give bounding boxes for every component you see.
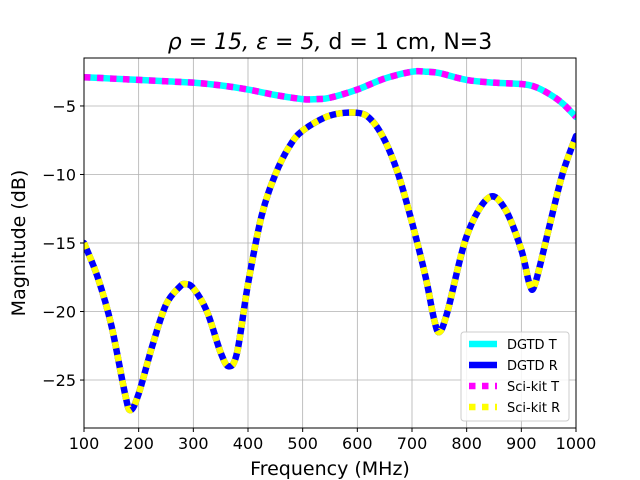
chart-title: ρ = 15, ε = 5, d = 1 cm, N=3 bbox=[168, 30, 492, 55]
legend-label-sci-kit-r: Sci-kit R bbox=[507, 401, 560, 416]
x-tick-label: 1000 bbox=[556, 434, 597, 453]
plot-area bbox=[84, 67, 576, 414]
y-tick-label: −10 bbox=[42, 165, 76, 184]
y-tick-label: −20 bbox=[42, 303, 76, 322]
series-line-sci-kit-r bbox=[84, 109, 576, 414]
legend-label-dgtd-t: DGTD T bbox=[507, 338, 557, 353]
x-tick-label: 800 bbox=[451, 434, 482, 453]
y-axis-label: Magnitude (dB) bbox=[8, 170, 30, 317]
x-tick-label: 600 bbox=[342, 434, 373, 453]
x-axis: 100 200 300 400 500 600 700 800 900 1000 bbox=[69, 428, 597, 453]
legend-label-dgtd-r: DGTD R bbox=[507, 359, 558, 374]
x-tick-label: 400 bbox=[233, 434, 264, 453]
x-tick-label: 900 bbox=[506, 434, 537, 453]
x-tick-label: 100 bbox=[69, 434, 100, 453]
legend-box bbox=[460, 331, 570, 422]
x-axis-label: Frequency (MHz) bbox=[250, 458, 410, 480]
legend-label-sci-kit-t: Sci-kit T bbox=[507, 380, 559, 395]
x-tick-label: 300 bbox=[178, 434, 209, 453]
y-tick-label: −15 bbox=[42, 234, 76, 253]
y-tick-label: −25 bbox=[42, 371, 76, 390]
x-tick-label: 700 bbox=[397, 434, 428, 453]
legend: DGTD T DGTD R Sci-kit T Sci-kit R bbox=[460, 331, 570, 422]
series-line-sci-kit-t bbox=[84, 67, 576, 120]
x-tick-label: 500 bbox=[287, 434, 318, 453]
y-tick-label: −5 bbox=[52, 97, 76, 116]
y-axis: −25 −20 −15 −10 −5 bbox=[42, 97, 84, 390]
x-tick-label: 200 bbox=[123, 434, 154, 453]
series-line-dgtd-t bbox=[84, 67, 576, 121]
